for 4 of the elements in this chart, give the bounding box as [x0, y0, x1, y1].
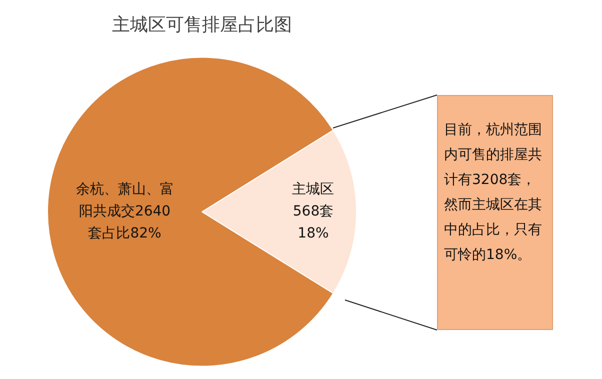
data-label: 主城区568套18% — [292, 181, 334, 242]
data-label: 余杭、萧山、富阳共成交2640套占比82% — [76, 181, 174, 242]
chart-title: 主城区可售排屋占比图 — [112, 14, 292, 36]
text: 目前，杭州范围内可售的排屋共计有3208套，然而主城区在其中的占比，只有可怜的18%。 — [437, 95, 553, 330]
